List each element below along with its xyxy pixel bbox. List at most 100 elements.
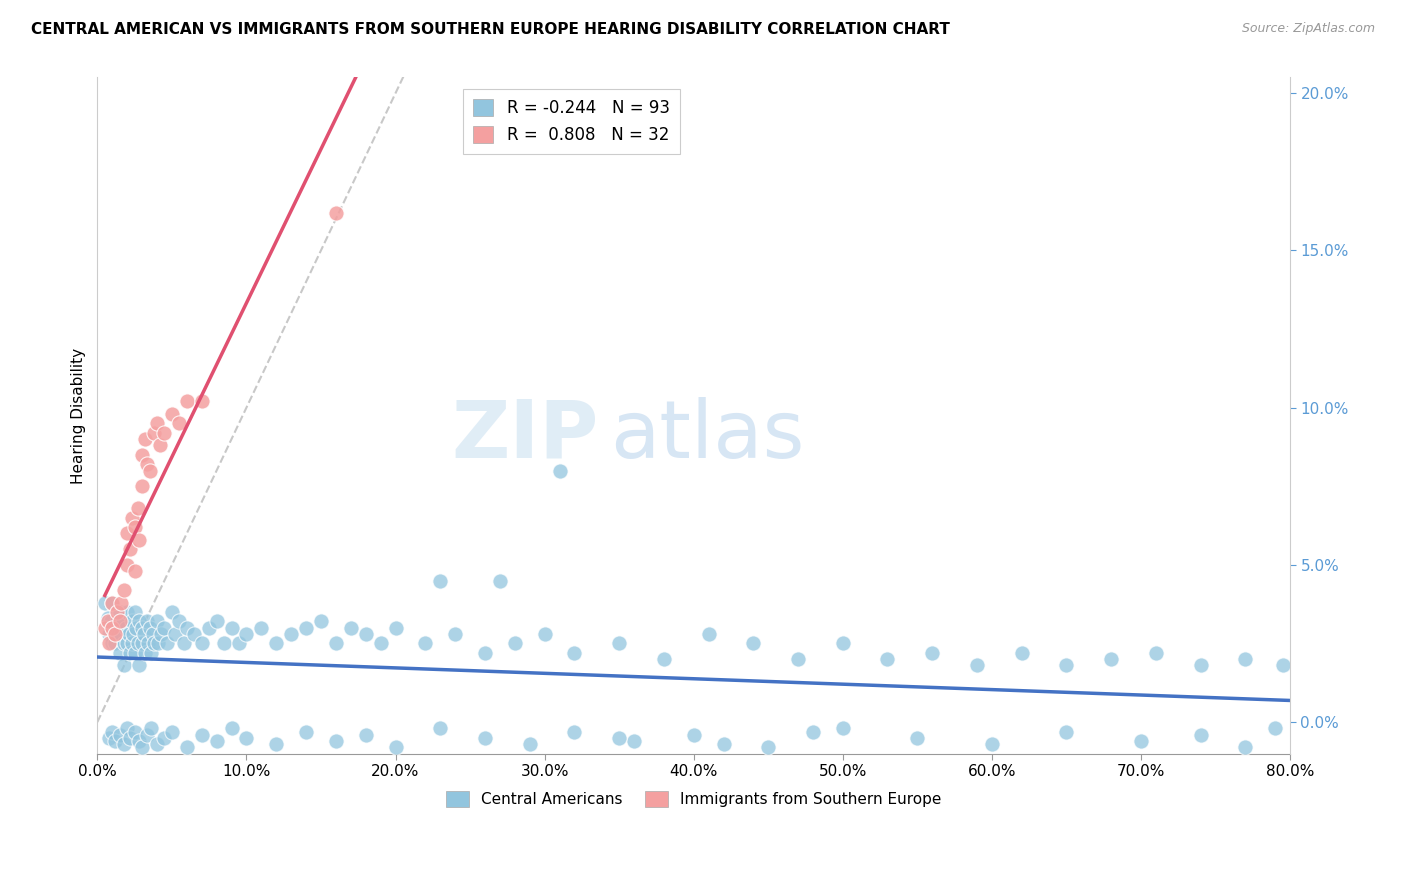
- Point: [139, 646, 162, 660]
- Point: [120, 731, 142, 745]
- Point: [831, 722, 853, 736]
- Point: [108, 728, 131, 742]
- Point: [190, 636, 212, 650]
- Point: [221, 722, 243, 736]
- Point: [153, 731, 176, 745]
- Point: [132, 627, 155, 641]
- Point: [1099, 652, 1122, 666]
- Point: [831, 636, 853, 650]
- Point: [138, 463, 160, 477]
- Point: [112, 737, 135, 751]
- Point: [160, 407, 183, 421]
- Point: [138, 621, 160, 635]
- Point: [384, 740, 406, 755]
- Point: [131, 448, 153, 462]
- Point: [221, 621, 243, 635]
- Point: [121, 615, 143, 629]
- Text: ZIP: ZIP: [451, 397, 599, 475]
- Point: [115, 526, 138, 541]
- Point: [146, 615, 169, 629]
- Point: [101, 596, 124, 610]
- Point: [198, 621, 221, 635]
- Point: [108, 605, 131, 619]
- Point: [489, 574, 512, 588]
- Point: [143, 636, 166, 650]
- Point: [1234, 740, 1257, 755]
- Point: [607, 731, 630, 745]
- Point: [519, 737, 541, 751]
- Point: [474, 646, 496, 660]
- Point: [128, 615, 150, 629]
- Text: atlas: atlas: [610, 397, 804, 475]
- Point: [325, 636, 347, 650]
- Point: [124, 605, 146, 619]
- Point: [1011, 646, 1033, 660]
- Point: [103, 621, 125, 635]
- Point: [115, 636, 138, 650]
- Point: [131, 740, 153, 755]
- Point: [1189, 658, 1212, 673]
- Point: [128, 734, 150, 748]
- Point: [115, 605, 138, 619]
- Point: [156, 636, 179, 650]
- Point: [135, 457, 157, 471]
- Point: [112, 658, 135, 673]
- Point: [128, 533, 150, 547]
- Point: [124, 564, 146, 578]
- Point: [325, 205, 347, 219]
- Point: [146, 737, 169, 751]
- Point: [264, 636, 287, 650]
- Point: [107, 627, 129, 641]
- Point: [183, 627, 205, 641]
- Legend: Central Americans, Immigrants from Southern Europe: Central Americans, Immigrants from South…: [440, 785, 948, 814]
- Point: [250, 621, 273, 635]
- Point: [98, 731, 121, 745]
- Point: [325, 734, 347, 748]
- Point: [429, 722, 451, 736]
- Point: [1189, 728, 1212, 742]
- Point: [966, 658, 988, 673]
- Point: [136, 636, 159, 650]
- Point: [115, 558, 138, 572]
- Point: [146, 417, 169, 431]
- Point: [105, 605, 128, 619]
- Point: [169, 615, 191, 629]
- Point: [131, 621, 153, 635]
- Point: [474, 731, 496, 745]
- Point: [143, 425, 166, 440]
- Point: [124, 646, 146, 660]
- Point: [118, 627, 141, 641]
- Point: [697, 627, 720, 641]
- Point: [135, 615, 157, 629]
- Point: [131, 636, 153, 650]
- Point: [169, 417, 191, 431]
- Point: [1234, 652, 1257, 666]
- Point: [876, 652, 898, 666]
- Point: [100, 615, 122, 629]
- Point: [176, 394, 198, 409]
- Point: [101, 596, 124, 610]
- Point: [564, 646, 586, 660]
- Point: [125, 621, 148, 635]
- Point: [149, 438, 172, 452]
- Point: [921, 646, 943, 660]
- Point: [190, 728, 212, 742]
- Point: [101, 636, 124, 650]
- Point: [801, 724, 824, 739]
- Point: [121, 510, 143, 524]
- Point: [160, 605, 183, 619]
- Y-axis label: Hearing Disability: Hearing Disability: [72, 347, 86, 483]
- Point: [104, 734, 127, 748]
- Point: [150, 627, 173, 641]
- Point: [139, 722, 162, 736]
- Point: [101, 724, 124, 739]
- Point: [108, 646, 131, 660]
- Text: Source: ZipAtlas.com: Source: ZipAtlas.com: [1241, 22, 1375, 36]
- Point: [98, 636, 121, 650]
- Point: [1129, 734, 1152, 748]
- Point: [429, 574, 451, 588]
- Point: [112, 582, 135, 597]
- Point: [94, 596, 117, 610]
- Point: [122, 627, 145, 641]
- Point: [905, 731, 928, 745]
